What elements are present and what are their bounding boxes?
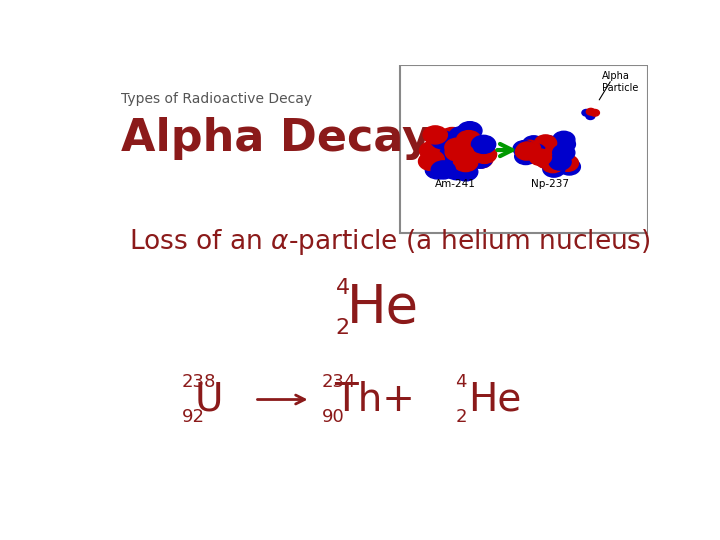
Text: Types of Radioactive Decay: Types of Radioactive Decay — [121, 92, 312, 106]
Circle shape — [586, 113, 595, 119]
Circle shape — [472, 145, 497, 164]
Circle shape — [449, 127, 473, 145]
Circle shape — [431, 131, 455, 149]
Circle shape — [431, 161, 456, 179]
Circle shape — [418, 152, 443, 171]
Text: 234: 234 — [322, 373, 356, 390]
Circle shape — [590, 110, 600, 116]
Text: He: He — [347, 282, 419, 334]
Circle shape — [523, 136, 545, 152]
Circle shape — [434, 132, 459, 151]
Text: 4: 4 — [336, 278, 350, 298]
Circle shape — [553, 136, 575, 152]
Circle shape — [445, 143, 469, 161]
Text: 238: 238 — [182, 373, 217, 390]
Circle shape — [586, 109, 595, 115]
Text: He: He — [468, 381, 521, 418]
Circle shape — [516, 144, 538, 160]
Circle shape — [541, 147, 564, 164]
Text: Loss of an $\it{\alpha}$-particle (a helium nucleus): Loss of an $\it{\alpha}$-particle (a hel… — [129, 226, 651, 256]
Text: Alpha
Particle: Alpha Particle — [602, 71, 639, 93]
Circle shape — [553, 144, 575, 161]
Circle shape — [427, 135, 451, 153]
Circle shape — [440, 127, 464, 146]
Circle shape — [420, 141, 444, 160]
Circle shape — [440, 145, 464, 163]
Circle shape — [529, 149, 552, 166]
Circle shape — [527, 138, 549, 154]
Circle shape — [541, 147, 564, 164]
Text: Am-241: Am-241 — [435, 179, 476, 188]
Text: Alpha Decay: Alpha Decay — [121, 117, 431, 160]
Circle shape — [547, 153, 569, 170]
Circle shape — [423, 126, 447, 144]
Circle shape — [518, 140, 541, 157]
Circle shape — [524, 144, 546, 160]
Circle shape — [558, 159, 580, 175]
Circle shape — [543, 161, 565, 177]
Circle shape — [469, 150, 493, 168]
Text: 92: 92 — [182, 408, 205, 427]
Bar — [400, 65, 648, 233]
Circle shape — [472, 136, 495, 153]
Circle shape — [557, 155, 578, 171]
Circle shape — [534, 135, 557, 151]
Circle shape — [537, 152, 559, 168]
Circle shape — [426, 144, 451, 161]
Circle shape — [541, 156, 564, 173]
Circle shape — [449, 144, 474, 162]
Circle shape — [468, 150, 492, 168]
Circle shape — [426, 161, 449, 179]
Text: 4: 4 — [456, 373, 467, 390]
Circle shape — [515, 148, 537, 165]
Text: 2: 2 — [336, 318, 350, 338]
Text: 2: 2 — [456, 408, 467, 427]
Circle shape — [444, 161, 469, 180]
Circle shape — [553, 131, 575, 148]
Circle shape — [582, 110, 591, 116]
Circle shape — [454, 163, 478, 181]
Circle shape — [445, 138, 469, 156]
Circle shape — [513, 140, 535, 157]
Circle shape — [549, 153, 571, 170]
Text: U: U — [194, 381, 223, 418]
Circle shape — [516, 142, 539, 158]
Text: Np-237: Np-237 — [531, 179, 570, 188]
Circle shape — [454, 153, 478, 172]
Circle shape — [458, 122, 482, 140]
Circle shape — [536, 152, 558, 168]
Circle shape — [456, 131, 481, 149]
Circle shape — [445, 151, 469, 169]
Circle shape — [449, 148, 473, 166]
Circle shape — [444, 151, 468, 169]
Text: Th+: Th+ — [334, 381, 415, 418]
Text: 90: 90 — [322, 408, 344, 427]
Circle shape — [537, 136, 559, 152]
Circle shape — [420, 151, 444, 168]
